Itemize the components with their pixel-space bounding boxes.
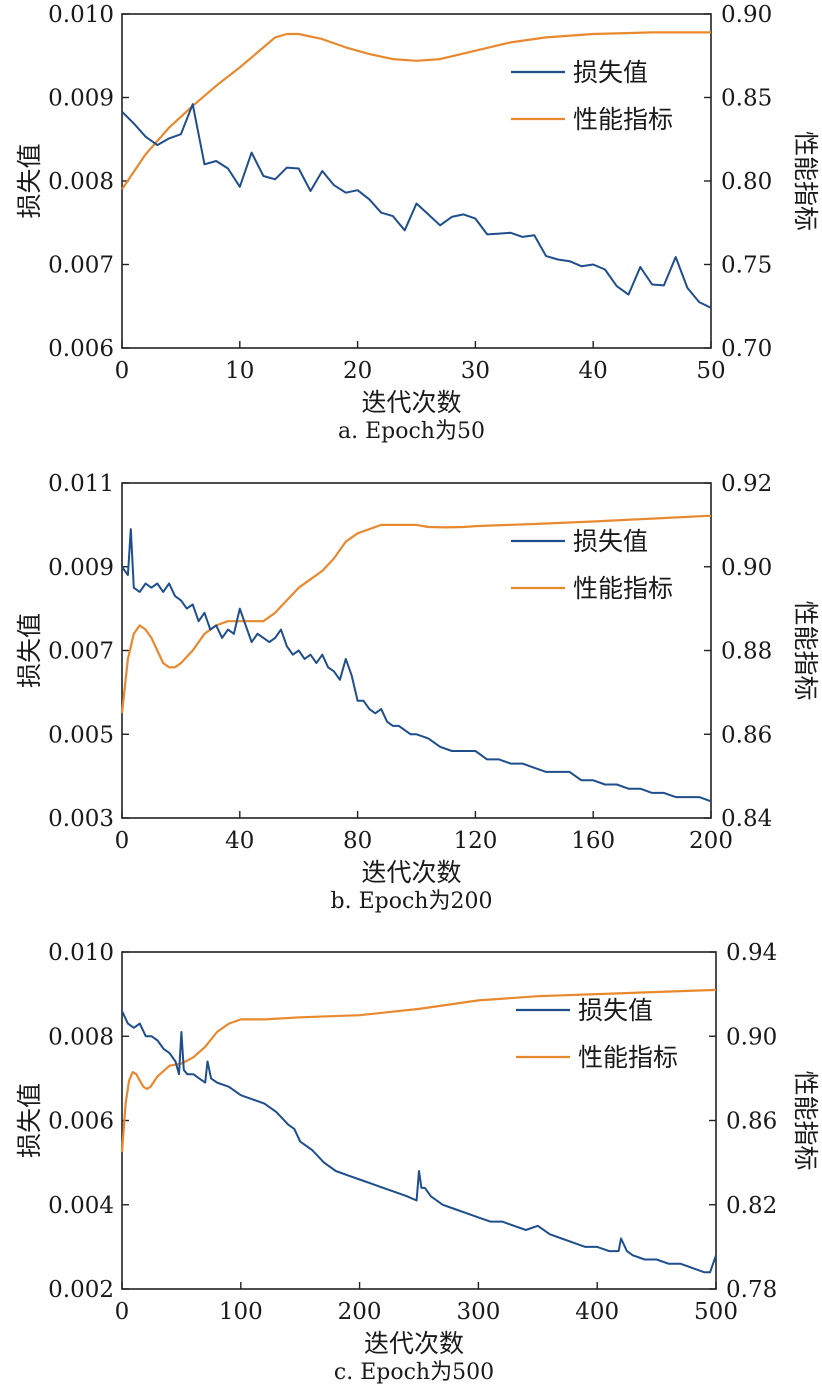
x-tick-label: 40 bbox=[225, 828, 254, 854]
y-tick-label: 0.006 bbox=[48, 1109, 114, 1135]
y2-tick-label: 0.84 bbox=[721, 806, 772, 832]
x-tick-label: 0 bbox=[115, 828, 130, 854]
loss-series-line bbox=[121, 1010, 717, 1274]
metric-series-line bbox=[121, 31, 711, 190]
legend-loss: 损失值 bbox=[511, 58, 648, 87]
y2-tick-label: 0.75 bbox=[721, 253, 772, 279]
y-tick-label: 0.006 bbox=[48, 336, 114, 362]
y-axis-label: 损失值 bbox=[15, 1083, 44, 1158]
y-tick-label: 0.008 bbox=[48, 1024, 114, 1050]
y-tick-label: 0.009 bbox=[48, 86, 114, 112]
y-axis-label: 损失值 bbox=[15, 613, 44, 688]
x-tick-label: 300 bbox=[456, 1299, 500, 1325]
x-tick-label: 80 bbox=[343, 828, 372, 854]
x-tick-label: 200 bbox=[689, 828, 733, 854]
y-tick-label: 0.003 bbox=[48, 806, 114, 832]
y2-tick-label: 0.90 bbox=[721, 555, 772, 581]
chart-caption: c. Epoch为500 bbox=[334, 1360, 494, 1385]
x-tick-label: 30 bbox=[461, 358, 490, 384]
x-tick-label: 400 bbox=[575, 1299, 619, 1325]
legend-metric: 性能指标 bbox=[511, 105, 673, 134]
x-tick-label: 20 bbox=[343, 358, 372, 384]
legend-metric-label: 性能指标 bbox=[573, 105, 673, 134]
y2-axis-label: 性能指标 bbox=[791, 600, 820, 700]
legend-metric-label: 性能指标 bbox=[578, 1043, 678, 1072]
chart-panel-1: 0 10 20 30 40 50 0.006 0.007 0.008 0.009 0.010 0.70… bbox=[15, 2, 820, 444]
y-tick-label: 0.004 bbox=[48, 1193, 114, 1219]
legend-metric-label: 性能指标 bbox=[573, 574, 673, 603]
y2-tick-label: 0.82 bbox=[726, 1193, 777, 1219]
x-tick-label: 200 bbox=[338, 1299, 382, 1325]
legend-metric: 性能指标 bbox=[511, 574, 673, 603]
y-tick-label: 0.007 bbox=[48, 253, 114, 279]
legend-loss-label: 损失值 bbox=[573, 58, 648, 87]
legend-loss: 损失值 bbox=[516, 996, 653, 1025]
y2-axis-label: 性能指标 bbox=[791, 131, 820, 231]
chart-panel-3: 0 100 200 300 400 500 0.002 0.004 0.006 0.008 0.01… bbox=[15, 940, 820, 1385]
x-tick-label: 160 bbox=[571, 828, 615, 854]
legend-loss-label: 损失值 bbox=[573, 527, 648, 556]
y-tick-label: 0.005 bbox=[48, 722, 114, 748]
y2-tick-label: 0.90 bbox=[726, 1024, 777, 1050]
x-tick-label: 0 bbox=[115, 358, 130, 384]
y2-tick-label: 0.86 bbox=[721, 722, 772, 748]
y-tick-label: 0.002 bbox=[48, 1277, 114, 1303]
x-tick-label: 500 bbox=[694, 1299, 738, 1325]
y-tick-label: 0.008 bbox=[48, 169, 114, 195]
loss-series-line bbox=[121, 103, 712, 309]
y2-tick-label: 0.85 bbox=[721, 86, 772, 112]
y-tick-label: 0.010 bbox=[48, 940, 114, 966]
x-axis-label: 迭代次数 bbox=[364, 1329, 464, 1358]
y2-tick-label: 0.92 bbox=[721, 471, 772, 497]
y-axis-label: 损失值 bbox=[15, 143, 44, 218]
chart-caption: a. Epoch为50 bbox=[338, 419, 485, 444]
y-tick-label: 0.011 bbox=[48, 471, 114, 497]
metric-series-line bbox=[120, 988, 717, 1153]
x-tick-label: 100 bbox=[219, 1299, 263, 1325]
legend-loss: 损失值 bbox=[511, 527, 648, 556]
y-tick-label: 0.010 bbox=[48, 2, 114, 28]
legend-metric: 性能指标 bbox=[516, 1043, 678, 1072]
chart-caption: b. Epoch为200 bbox=[331, 889, 493, 914]
y-tick-label: 0.007 bbox=[48, 639, 114, 665]
chart-panel-2: 0 40 80 120 160 200 0.003 0.005 0.007 0.009 0.011 0… bbox=[15, 471, 820, 914]
y2-tick-label: 0.88 bbox=[721, 639, 772, 665]
loss-series-line bbox=[121, 528, 712, 803]
x-tick-label: 120 bbox=[453, 828, 497, 854]
x-tick-label: 50 bbox=[696, 358, 725, 384]
x-axis-label: 迭代次数 bbox=[361, 388, 461, 417]
legend-loss-label: 损失值 bbox=[578, 996, 653, 1025]
y-tick-label: 0.009 bbox=[48, 555, 114, 581]
y2-tick-label: 0.90 bbox=[721, 2, 772, 28]
x-tick-label: 40 bbox=[579, 358, 608, 384]
metric-series-line bbox=[120, 514, 712, 714]
x-axis-label: 迭代次数 bbox=[361, 858, 461, 887]
x-tick-label: 10 bbox=[225, 358, 254, 384]
y2-tick-label: 0.78 bbox=[726, 1277, 777, 1303]
y2-axis-label: 性能指标 bbox=[791, 1070, 820, 1170]
y2-tick-label: 0.70 bbox=[721, 336, 772, 362]
y2-tick-label: 0.94 bbox=[726, 940, 777, 966]
x-tick-label: 0 bbox=[115, 1299, 130, 1325]
y2-tick-label: 0.86 bbox=[726, 1109, 777, 1135]
y2-tick-label: 0.80 bbox=[721, 169, 772, 195]
